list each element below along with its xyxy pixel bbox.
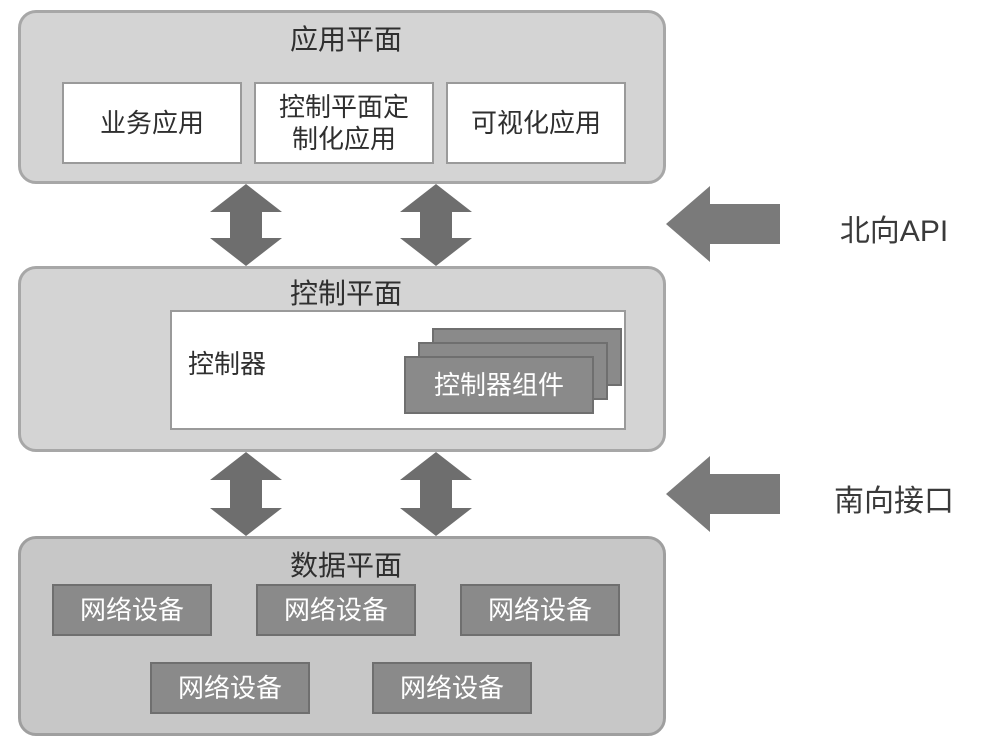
southbound-interface-label: 南向接口: [800, 462, 988, 534]
left-arrow-icon: [666, 186, 780, 262]
northbound-api-label: 北向API: [800, 192, 988, 264]
side-left-arrows: [0, 0, 1000, 747]
left-arrow-icon: [666, 456, 780, 532]
